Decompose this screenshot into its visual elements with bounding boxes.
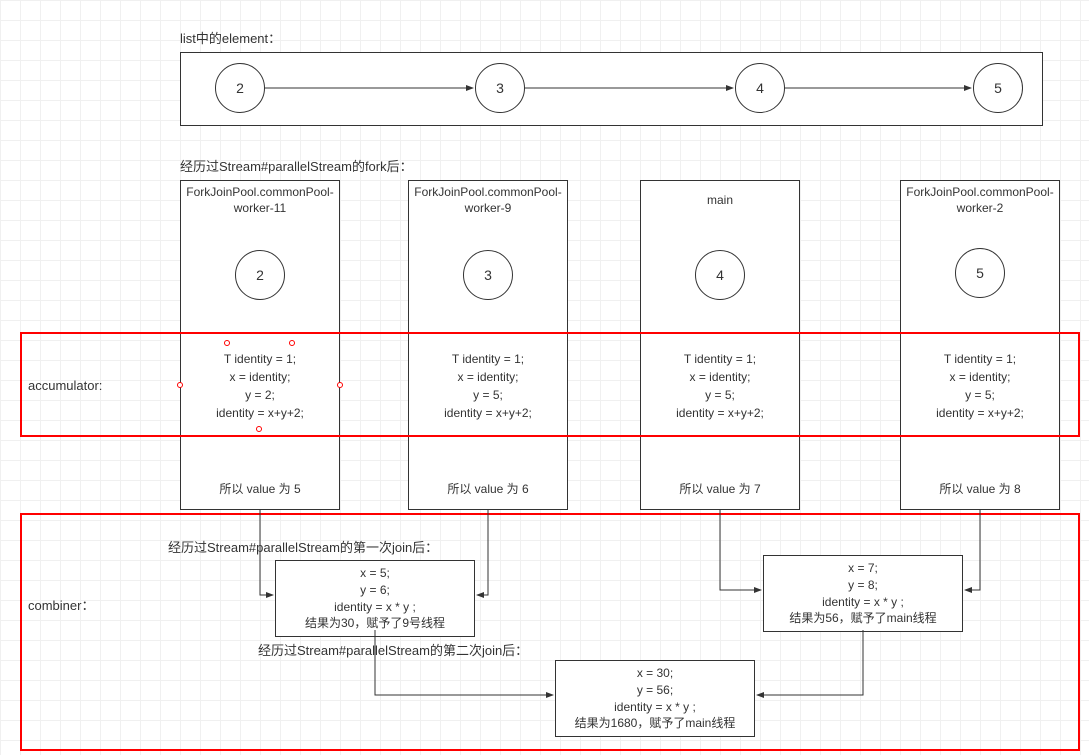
worker-name: ForkJoinPool.commonPool-worker-11 bbox=[181, 185, 339, 216]
worker-value-circle: 5 bbox=[955, 248, 1005, 298]
accumulator-block: T identity = 1; x = identity; y = 5; ide… bbox=[408, 350, 568, 422]
join2-box: x = 30; y = 56; identity = x * y ; 结果为16… bbox=[555, 660, 755, 737]
handle-icon bbox=[224, 340, 230, 346]
worker-value-circle: 3 bbox=[463, 250, 513, 300]
handle-icon bbox=[289, 340, 295, 346]
accumulator-label: accumulator: bbox=[28, 378, 102, 393]
value-result: 所以 value 为 5 bbox=[180, 480, 340, 497]
list-title: list中的element： bbox=[180, 28, 281, 47]
join1-box: x = 7; y = 8; identity = x * y ; 结果为56，赋… bbox=[763, 555, 963, 632]
join2-title: 经历过Stream#parallelStream的第二次join后： bbox=[258, 640, 528, 659]
list-element: 3 bbox=[475, 63, 525, 113]
combiner-label: combiner： bbox=[28, 595, 94, 614]
join1-box: x = 5; y = 6; identity = x * y ; 结果为30，赋… bbox=[275, 560, 475, 637]
accumulator-block: T identity = 1; x = identity; y = 2; ide… bbox=[180, 350, 340, 422]
accumulator-block: T identity = 1; x = identity; y = 5; ide… bbox=[900, 350, 1060, 422]
fork-title: 经历过Stream#parallelStream的fork后： bbox=[180, 156, 413, 175]
list-container bbox=[180, 52, 1043, 126]
worker-name: ForkJoinPool.commonPool-worker-9 bbox=[409, 185, 567, 216]
list-element: 4 bbox=[735, 63, 785, 113]
worker-name: ForkJoinPool.commonPool-worker-2 bbox=[901, 185, 1059, 216]
value-result: 所以 value 为 7 bbox=[640, 480, 800, 497]
list-element: 5 bbox=[973, 63, 1023, 113]
worker-name: main bbox=[641, 193, 799, 209]
join1-title: 经历过Stream#parallelStream的第一次join后： bbox=[168, 537, 438, 556]
accumulator-block: T identity = 1; x = identity; y = 5; ide… bbox=[640, 350, 800, 422]
worker-value-circle: 4 bbox=[695, 250, 745, 300]
list-element: 2 bbox=[215, 63, 265, 113]
value-result: 所以 value 为 6 bbox=[408, 480, 568, 497]
handle-icon bbox=[256, 426, 262, 432]
worker-value-circle: 2 bbox=[235, 250, 285, 300]
value-result: 所以 value 为 8 bbox=[900, 480, 1060, 497]
